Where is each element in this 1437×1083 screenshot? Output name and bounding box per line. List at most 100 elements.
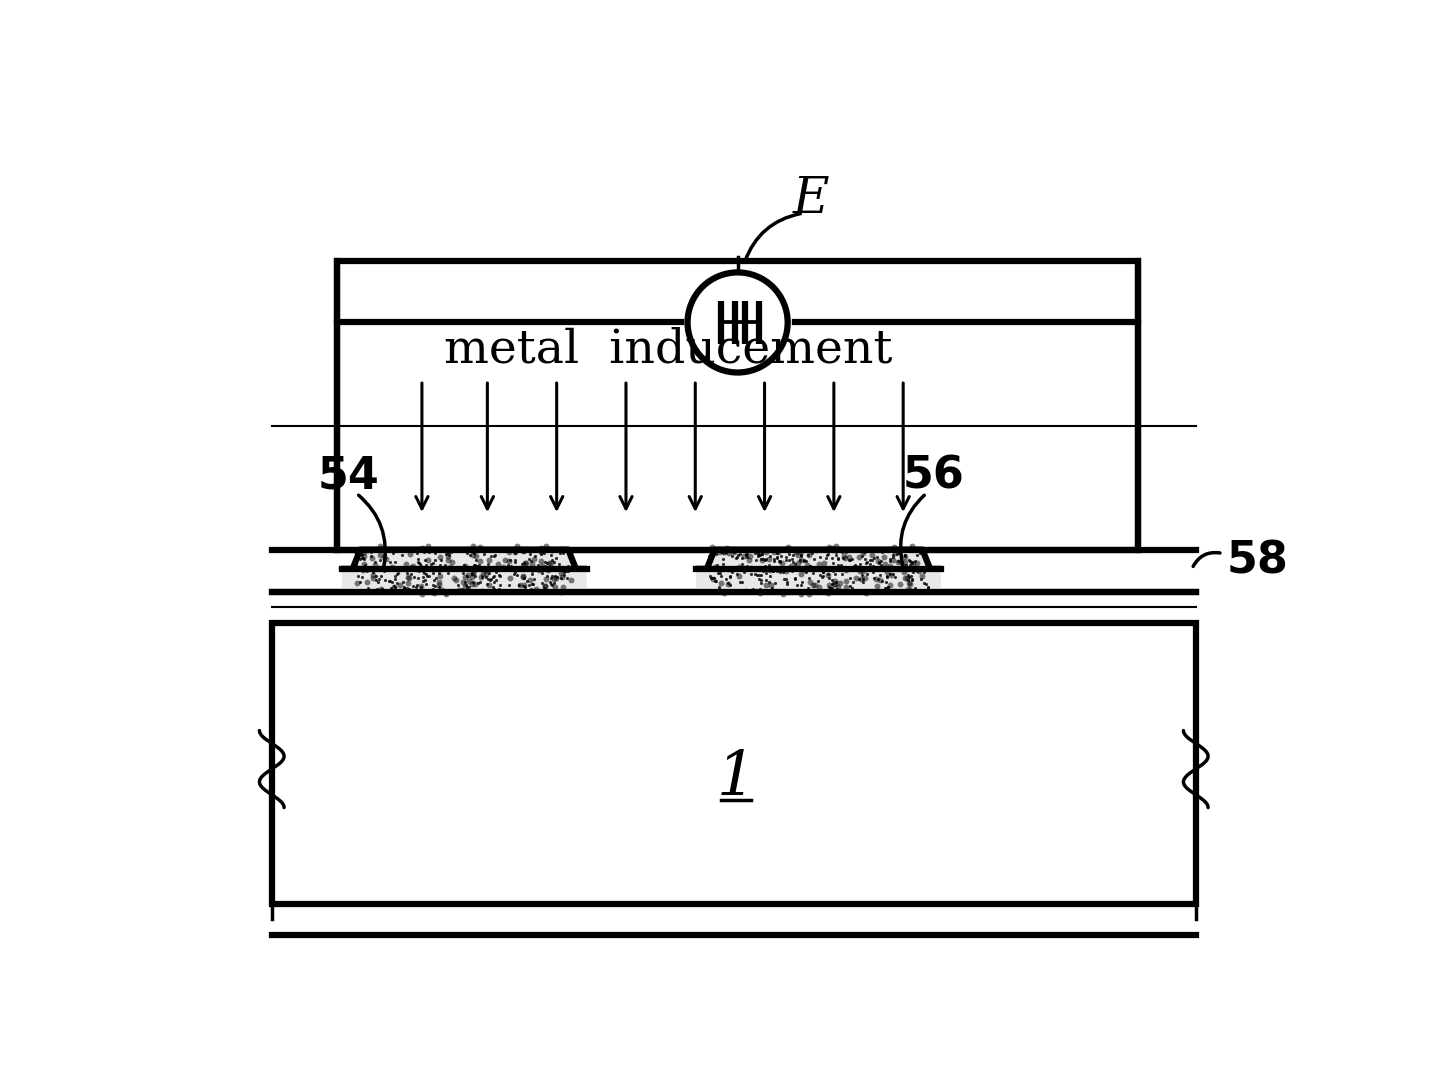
Point xyxy=(513,576,536,593)
Point xyxy=(887,553,910,571)
Point xyxy=(816,546,839,563)
Point xyxy=(757,573,780,590)
Point xyxy=(466,540,489,558)
Point xyxy=(385,565,408,583)
Point xyxy=(747,566,770,584)
Point xyxy=(746,566,769,584)
Point xyxy=(815,546,838,563)
Point xyxy=(717,545,740,562)
Point xyxy=(716,539,739,557)
Point xyxy=(378,572,401,589)
Point xyxy=(540,551,563,569)
Point xyxy=(451,564,474,582)
Point xyxy=(470,567,493,585)
Point xyxy=(526,556,549,573)
Point xyxy=(379,579,402,597)
Point xyxy=(871,572,894,589)
Point xyxy=(355,562,378,579)
Point xyxy=(494,543,517,560)
Point xyxy=(481,578,504,596)
Point xyxy=(858,558,881,575)
Point xyxy=(875,563,898,580)
Text: 56: 56 xyxy=(902,455,964,498)
Point xyxy=(512,569,535,586)
Point xyxy=(364,556,387,573)
Point xyxy=(364,571,387,588)
Point xyxy=(514,554,537,572)
Point xyxy=(711,554,734,572)
Point xyxy=(362,540,385,558)
Point xyxy=(767,544,790,561)
Point xyxy=(730,540,753,558)
Point xyxy=(395,542,418,559)
Point xyxy=(831,565,854,583)
Point xyxy=(846,560,869,577)
Point xyxy=(848,571,871,588)
Point xyxy=(877,567,900,585)
Point xyxy=(851,573,874,590)
Point xyxy=(398,584,421,601)
Point xyxy=(384,553,407,571)
Point xyxy=(835,573,858,590)
Point xyxy=(417,584,440,601)
Point xyxy=(795,557,818,574)
Point xyxy=(726,565,749,583)
Point xyxy=(427,578,450,596)
Point xyxy=(375,550,398,567)
Point xyxy=(718,567,741,585)
Point xyxy=(539,570,562,587)
Point xyxy=(803,550,826,567)
Point xyxy=(772,571,795,588)
Point xyxy=(713,543,736,560)
Point xyxy=(881,546,904,563)
Point xyxy=(520,540,543,558)
Point xyxy=(813,554,836,572)
Point xyxy=(381,574,404,591)
Point xyxy=(445,543,468,560)
Point xyxy=(437,564,460,582)
Point xyxy=(463,545,486,562)
Point xyxy=(851,547,874,564)
Point xyxy=(414,565,437,583)
Point xyxy=(721,542,744,559)
Point xyxy=(912,560,935,577)
Point xyxy=(397,579,420,597)
Point xyxy=(352,548,375,565)
Point xyxy=(533,577,556,595)
Point xyxy=(818,538,841,556)
Point xyxy=(424,570,447,587)
Point xyxy=(861,547,884,564)
Point xyxy=(825,573,848,590)
Point xyxy=(750,571,773,588)
Point xyxy=(706,557,729,574)
Point xyxy=(356,542,379,559)
Point xyxy=(754,572,777,589)
Point xyxy=(854,540,877,558)
Point xyxy=(411,539,434,557)
Point xyxy=(545,570,568,587)
Point xyxy=(900,572,923,589)
Point xyxy=(714,561,737,578)
Point xyxy=(727,546,750,563)
Point xyxy=(458,573,481,590)
Point xyxy=(382,545,405,562)
Point xyxy=(474,569,497,586)
Point xyxy=(516,573,539,590)
Point xyxy=(451,561,474,578)
Point xyxy=(739,551,762,569)
Point xyxy=(798,557,821,574)
Point xyxy=(364,584,387,601)
Point xyxy=(813,542,836,559)
Point xyxy=(711,539,734,557)
Point xyxy=(457,561,480,578)
Point xyxy=(520,575,543,592)
Point xyxy=(486,582,509,599)
Point xyxy=(526,539,549,557)
Point xyxy=(894,556,917,573)
Point xyxy=(882,583,905,600)
Point xyxy=(457,540,480,558)
Point xyxy=(503,544,526,561)
Point xyxy=(892,546,915,563)
Point xyxy=(437,559,460,576)
Point xyxy=(477,556,500,573)
